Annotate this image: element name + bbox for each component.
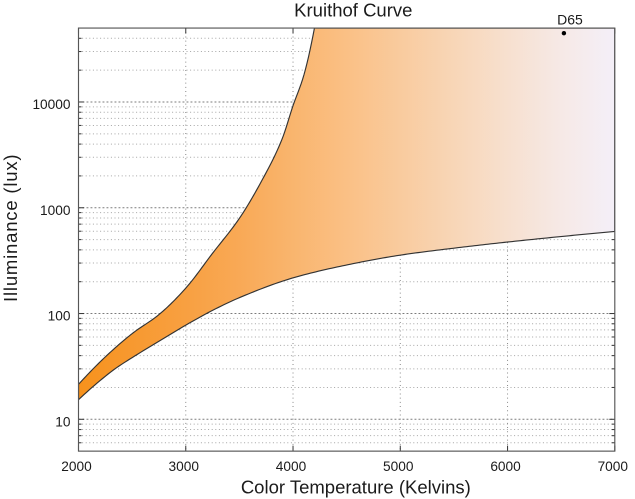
svg-text:6000: 6000 [490, 459, 521, 474]
svg-text:Kruithof Curve: Kruithof Curve [294, 0, 412, 21]
svg-text:2000: 2000 [61, 459, 92, 474]
svg-text:Color Temperature (Kelvins): Color Temperature (Kelvins) [241, 477, 471, 498]
svg-text:1000: 1000 [40, 203, 71, 218]
svg-text:D65: D65 [557, 12, 583, 28]
svg-text:10: 10 [55, 414, 71, 429]
svg-text:4000: 4000 [276, 459, 307, 474]
svg-text:7000: 7000 [598, 459, 629, 474]
svg-text:3000: 3000 [169, 459, 200, 474]
svg-text:100: 100 [48, 309, 71, 324]
svg-text:10000: 10000 [32, 97, 70, 112]
svg-text:5000: 5000 [383, 459, 414, 474]
svg-text:Illuminance (lux): Illuminance (lux) [0, 154, 21, 302]
